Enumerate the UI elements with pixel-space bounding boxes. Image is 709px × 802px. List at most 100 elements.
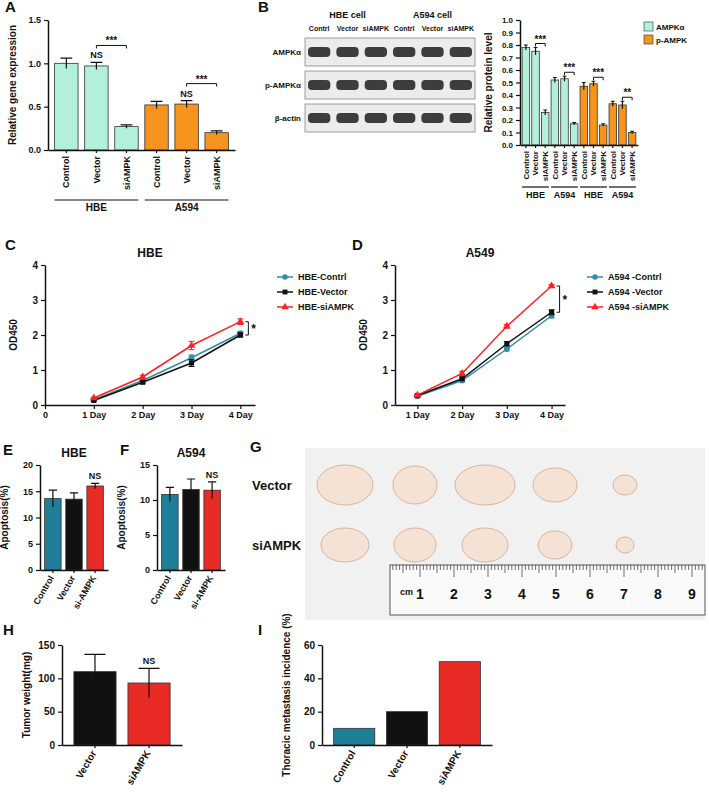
chart-title: HBE: [137, 246, 162, 260]
y-tick-label: 0.3: [502, 104, 514, 113]
bar: [570, 124, 578, 145]
x-tick: Control: [609, 145, 618, 179]
x-tick-label: Vector: [589, 151, 598, 175]
y-tick-mark: [391, 370, 395, 371]
significance-label: ***: [196, 74, 208, 85]
x-tick-mark: [535, 145, 536, 148]
ruler-mark: [457, 565, 458, 570]
x-tick-label: Vector: [386, 748, 411, 780]
blot-band: [393, 113, 415, 123]
tumor: [613, 475, 637, 495]
x-tick: siAMPK: [599, 145, 608, 181]
tumor: [538, 531, 572, 559]
legend-swatch: [644, 35, 653, 44]
tumor: [393, 466, 437, 504]
bar: [205, 133, 228, 150]
y-tick-label: 0: [382, 400, 388, 411]
x-tick-label: 2 Day: [451, 410, 475, 420]
ruler-mark: [688, 565, 689, 570]
y-tick: 5: [28, 539, 40, 549]
ruler-mark: [413, 565, 414, 570]
x-tick-label: siAMPK: [599, 151, 608, 181]
ruler-mark: [556, 565, 557, 577]
blot-band: [421, 113, 443, 123]
ruler-unit: cm: [400, 587, 413, 597]
ruler-mark: [559, 565, 560, 570]
error-bar: [211, 131, 223, 134]
bar: [609, 104, 617, 145]
marker: [458, 369, 466, 376]
x-axis-line: [521, 145, 639, 147]
y-tick-mark: [153, 570, 157, 571]
ruler-mark: [416, 565, 417, 570]
y-tick: 1: [32, 365, 45, 376]
error-bar: [524, 45, 528, 50]
ruler-mark: [678, 565, 679, 570]
significance-label: **: [623, 87, 631, 98]
y-tick: 50: [44, 706, 62, 717]
g: 01 Day2 Day3 Day4 Day: [43, 405, 256, 420]
panel-letter: G: [250, 438, 262, 455]
g: 01234: [382, 260, 395, 411]
ruler-mark: [518, 565, 519, 570]
panel-letter: I: [258, 621, 262, 638]
y-tick-label: 2: [32, 330, 38, 341]
plot-area: [162, 479, 221, 570]
significance-label: *: [251, 322, 256, 336]
bar-chart: 0.00.10.20.30.40.50.60.70.80.91.0Control…: [483, 16, 687, 200]
y-tick: 0.9: [502, 29, 520, 38]
ruler-mark: [569, 565, 570, 570]
g: 0.00.51.01.5: [28, 15, 48, 155]
x-tick-label: Vector: [92, 156, 102, 184]
ruler-mark: [501, 565, 502, 570]
y-tick-mark: [516, 82, 520, 83]
x-tick-mark: [507, 405, 508, 409]
y-tick-mark: [36, 491, 40, 492]
ruler-mark: [661, 565, 662, 570]
ruler-mark: [647, 565, 648, 570]
x-tick-mark: [148, 745, 149, 748]
panel-letter: B: [258, 0, 269, 15]
y-tick-mark: [36, 517, 40, 518]
y-tick-mark: [58, 678, 62, 679]
error-bar: [549, 310, 555, 315]
blot-band: [336, 47, 358, 57]
group-line: [522, 186, 549, 187]
y-tick: 0: [309, 740, 322, 751]
y-tick-label: 0: [28, 565, 33, 575]
y-tick-label: 0.7: [502, 54, 514, 63]
significance-label: NS: [180, 89, 193, 99]
x-tick: Vector: [589, 145, 598, 175]
bar-chart: 05101520ControlVectorsi-AMPKApoptosis(%)…: [0, 446, 109, 611]
g: ControlVectorsiAMPKControlVectorsiAMPKCo…: [521, 145, 639, 181]
y-tick-mark: [41, 300, 45, 301]
blot-band: [450, 47, 472, 57]
ruler-mark: [664, 565, 665, 570]
g: 1 Day2 Day3 Day4 Day: [396, 405, 566, 420]
ruler-mark: [409, 565, 410, 570]
y-tick-mark: [516, 95, 520, 96]
plot-area: [334, 662, 481, 745]
ruler-mark: [651, 565, 652, 570]
y-axis-title: Tumor weight(mg): [21, 652, 32, 738]
ruler-mark: [671, 565, 672, 570]
y-tick-label: 10: [140, 495, 150, 505]
ruler-mark: [528, 565, 529, 570]
y-axis-title: Thoracic metastasis incidence (%): [281, 613, 292, 776]
y-axis-title: Relative gene expression: [7, 25, 18, 145]
legend-label: A594 -Contrl: [608, 272, 662, 282]
tumor: [616, 537, 634, 553]
bar: [541, 113, 549, 146]
x-tick-mark: [96, 150, 97, 153]
legend-marker: [593, 290, 598, 295]
plot-area: [90, 317, 244, 403]
panel-letter: C: [5, 236, 16, 253]
ruler-number: 5: [552, 586, 560, 602]
legend-label: A594 -siAMPK: [608, 302, 670, 312]
bar: [439, 662, 480, 745]
marker: [413, 391, 421, 398]
y-tick-label: 15: [23, 487, 33, 497]
marker: [188, 341, 196, 348]
error-bar: [70, 493, 78, 506]
ruler-mark: [450, 565, 451, 570]
